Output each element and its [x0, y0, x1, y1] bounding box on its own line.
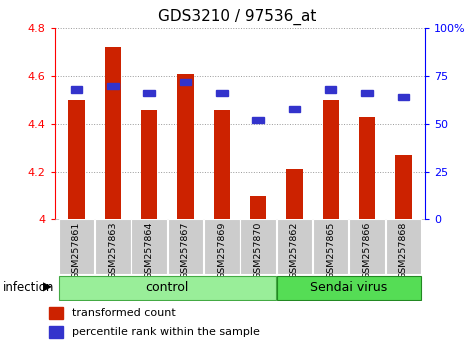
Bar: [104, 47, 121, 219]
Text: GSM257864: GSM257864: [144, 221, 153, 279]
Bar: [398, 94, 409, 100]
Bar: [276, 219, 312, 274]
Bar: [180, 79, 191, 85]
Bar: [131, 219, 167, 274]
Bar: [177, 74, 194, 219]
Bar: [323, 100, 339, 219]
Bar: [214, 110, 230, 219]
Bar: [204, 219, 239, 274]
Bar: [95, 219, 131, 274]
Text: GSM257865: GSM257865: [326, 221, 335, 279]
Text: control: control: [145, 281, 189, 293]
Text: percentile rank within the sample: percentile rank within the sample: [72, 327, 260, 337]
Text: GSM257863: GSM257863: [108, 221, 117, 279]
Bar: [349, 219, 385, 274]
Text: ▶: ▶: [43, 281, 52, 293]
Bar: [252, 117, 264, 123]
Bar: [68, 100, 85, 219]
Bar: [250, 196, 266, 219]
Bar: [288, 105, 300, 112]
Bar: [168, 219, 203, 274]
Bar: [325, 86, 336, 92]
Text: GSM257866: GSM257866: [362, 221, 371, 279]
Text: infection: infection: [2, 281, 54, 293]
Bar: [216, 90, 228, 96]
Bar: [58, 219, 94, 274]
Bar: [143, 90, 155, 96]
Text: GSM257862: GSM257862: [290, 221, 299, 279]
Bar: [141, 110, 157, 219]
Bar: [49, 307, 63, 319]
Text: GSM257870: GSM257870: [254, 221, 263, 279]
Bar: [240, 219, 276, 274]
Bar: [395, 155, 411, 219]
Bar: [71, 86, 82, 92]
Bar: [386, 219, 421, 274]
Text: GSM257869: GSM257869: [217, 221, 226, 279]
Text: transformed count: transformed count: [72, 308, 175, 318]
Bar: [107, 82, 119, 89]
Text: GSM257867: GSM257867: [181, 221, 190, 279]
Bar: [58, 276, 276, 299]
Bar: [313, 219, 349, 274]
Bar: [286, 169, 303, 219]
Text: GDS3210 / 97536_at: GDS3210 / 97536_at: [158, 9, 317, 25]
Text: GSM257868: GSM257868: [399, 221, 408, 279]
Text: Sendai virus: Sendai virus: [310, 281, 388, 293]
Bar: [276, 276, 421, 299]
Bar: [359, 117, 375, 219]
Text: GSM257861: GSM257861: [72, 221, 81, 279]
Bar: [49, 326, 63, 338]
Bar: [361, 90, 373, 96]
